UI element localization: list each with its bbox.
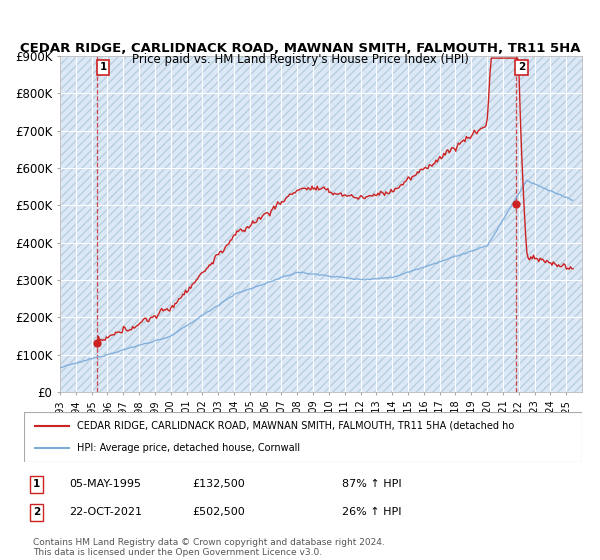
Text: Contains HM Land Registry data © Crown copyright and database right 2024.
This d: Contains HM Land Registry data © Crown c…: [33, 538, 385, 557]
Text: 22-OCT-2021: 22-OCT-2021: [69, 507, 142, 517]
FancyBboxPatch shape: [24, 412, 582, 462]
Text: £502,500: £502,500: [192, 507, 245, 517]
Text: 2: 2: [33, 507, 40, 517]
Text: 1: 1: [100, 62, 107, 72]
Text: CEDAR RIDGE, CARLIDNACK ROAD, MAWNAN SMITH, FALMOUTH, TR11 5HA (detached ho: CEDAR RIDGE, CARLIDNACK ROAD, MAWNAN SMI…: [77, 421, 514, 431]
Text: 87% ↑ HPI: 87% ↑ HPI: [342, 479, 401, 489]
Text: 05-MAY-1995: 05-MAY-1995: [69, 479, 141, 489]
Text: £132,500: £132,500: [192, 479, 245, 489]
Text: 2: 2: [518, 62, 526, 72]
Text: Price paid vs. HM Land Registry's House Price Index (HPI): Price paid vs. HM Land Registry's House …: [131, 53, 469, 66]
Text: HPI: Average price, detached house, Cornwall: HPI: Average price, detached house, Corn…: [77, 443, 300, 453]
Text: 1: 1: [33, 479, 40, 489]
Text: CEDAR RIDGE, CARLIDNACK ROAD, MAWNAN SMITH, FALMOUTH, TR11 5HA: CEDAR RIDGE, CARLIDNACK ROAD, MAWNAN SMI…: [20, 42, 580, 55]
Text: 26% ↑ HPI: 26% ↑ HPI: [342, 507, 401, 517]
